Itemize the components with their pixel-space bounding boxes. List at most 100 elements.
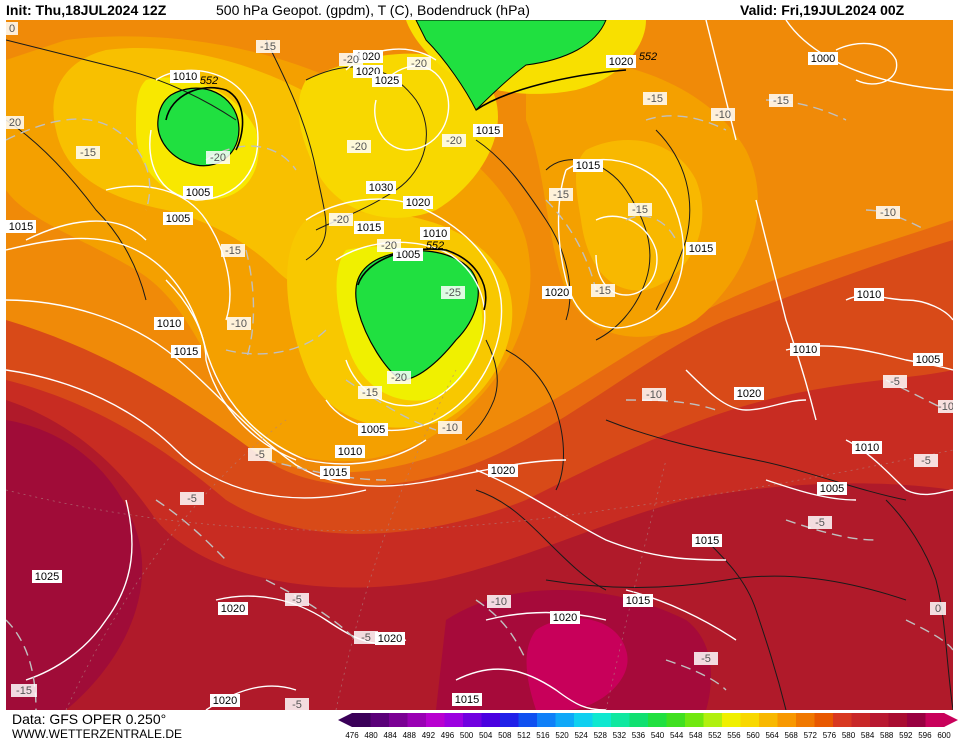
legend-swatch (666, 713, 686, 727)
legend-swatch (518, 713, 538, 727)
pressure-label: 1015 (623, 594, 653, 607)
svg-text:-5: -5 (187, 493, 197, 505)
legend-tick-label: 568 (785, 731, 799, 740)
pressure-label: 1015 (686, 242, 716, 255)
legend-swatch (555, 713, 575, 727)
temperature-label: -20 (442, 134, 466, 147)
pressure-label: 1015 (573, 159, 603, 172)
svg-text:1005: 1005 (166, 213, 190, 225)
temperature-label: -5 (285, 698, 309, 710)
temperature-label: -20 (339, 53, 363, 66)
svg-text:-10: -10 (938, 401, 953, 413)
temperature-label: -5 (694, 652, 718, 665)
legend-tick-label: 520 (555, 731, 569, 740)
temperature-label: -15 (76, 146, 100, 159)
legend-tick-label: 560 (746, 731, 760, 740)
legend-tick-label: 584 (861, 731, 875, 740)
temperature-label: -25 (441, 286, 465, 299)
svg-text:552: 552 (639, 51, 657, 63)
field-yellow-greenland (298, 53, 498, 218)
temperature-label: -10 (711, 108, 735, 121)
svg-text:1020: 1020 (213, 695, 237, 707)
temperature-label: -10 (876, 206, 900, 219)
geopotential-label: 552 (426, 240, 444, 252)
legend-arrow-left (338, 713, 352, 727)
data-source: Data: GFS OPER 0.250° (12, 711, 167, 727)
svg-text:-5: -5 (255, 449, 265, 461)
svg-text:1015: 1015 (695, 535, 719, 547)
svg-text:-5: -5 (361, 632, 371, 644)
legend-swatch (722, 713, 741, 727)
svg-text:-5: -5 (921, 455, 931, 467)
legend-swatch (481, 713, 501, 727)
pressure-label: 1015 (354, 221, 384, 234)
geopotential-labels: 552 552 552 (200, 51, 657, 252)
svg-text:-20: -20 (391, 372, 407, 384)
svg-text:1025: 1025 (35, 571, 59, 583)
temperature-label: -5 (180, 492, 204, 505)
legend-tick-label: 556 (727, 731, 741, 740)
svg-text:1015: 1015 (174, 346, 198, 358)
site-credit: WWW.WETTERZENTRALE.DE (12, 727, 182, 741)
legend-swatch (537, 713, 556, 727)
pressure-label: 1015 (473, 124, 503, 137)
svg-text:-5: -5 (815, 517, 825, 529)
svg-text:1020: 1020 (221, 603, 245, 615)
temperature-label: -15 (769, 94, 793, 107)
svg-text:1020: 1020 (545, 287, 569, 299)
legend-tick-label: 476 (345, 731, 359, 740)
legend-swatch (592, 713, 612, 727)
legend-swatch (648, 713, 667, 727)
svg-text:-15: -15 (647, 93, 663, 105)
temperature-label: -5 (248, 448, 272, 461)
temperature-label: -15 (549, 188, 573, 201)
pressure-label: 1005 (913, 353, 943, 366)
temperature-label: 0 (6, 22, 18, 35)
pressure-label: 1015 (6, 220, 36, 233)
svg-text:-5: -5 (890, 376, 900, 388)
pressure-label: 1020 (375, 632, 405, 645)
legend-tick-label: 540 (651, 731, 665, 740)
pressure-label: 1010 (170, 70, 200, 83)
temperature-label: -5 (354, 631, 378, 644)
svg-text:-5: -5 (292, 699, 302, 710)
pressure-label: 1020 (606, 55, 636, 68)
svg-text:-10: -10 (715, 109, 731, 121)
legend-tick-label: 484 (384, 731, 398, 740)
legend-tick-label: 576 (823, 731, 837, 740)
legend-swatch (352, 713, 371, 727)
svg-text:1020: 1020 (553, 612, 577, 624)
svg-text:-15: -15 (595, 285, 611, 297)
legend-swatch (426, 713, 445, 727)
svg-text:1030: 1030 (369, 182, 393, 194)
legend-tick-label: 512 (517, 731, 531, 740)
svg-text:-15: -15 (362, 387, 378, 399)
svg-text:1010: 1010 (793, 344, 817, 356)
legend-arrow-right (944, 713, 958, 727)
legend-tick-label: 572 (804, 731, 818, 740)
legend-tick-label: 600 (937, 731, 951, 740)
temperature-label: -10 (438, 421, 462, 434)
svg-text:-10: -10 (231, 318, 247, 330)
legend-tick-label: 536 (632, 731, 646, 740)
pressure-label: 1015 (692, 534, 722, 547)
legend-swatch (574, 713, 593, 727)
svg-text:1010: 1010 (423, 228, 447, 240)
pressure-label: 1010 (854, 288, 884, 301)
legend-tick-label: 588 (880, 731, 894, 740)
legend-swatch (629, 713, 649, 727)
svg-text:1020: 1020 (491, 465, 515, 477)
temperature-label: -15 (628, 203, 652, 216)
temperature-label: -15 (11, 684, 37, 697)
pressure-label: 1010 (154, 317, 184, 330)
temperature-label: -15 (358, 386, 382, 399)
temperature-label: -5 (883, 375, 907, 388)
init-time: Init: Thu,18JUL2024 12Z (6, 2, 167, 18)
legend-swatch (851, 713, 871, 727)
legend-tick-label: 596 (918, 731, 932, 740)
legend-swatch (389, 713, 408, 727)
chart-header: Init: Thu,18JUL2024 12Z 500 hPa Geopot. … (0, 0, 959, 20)
legend-swatch (500, 713, 519, 727)
graticule (6, 369, 953, 710)
svg-text:1020: 1020 (737, 388, 761, 400)
